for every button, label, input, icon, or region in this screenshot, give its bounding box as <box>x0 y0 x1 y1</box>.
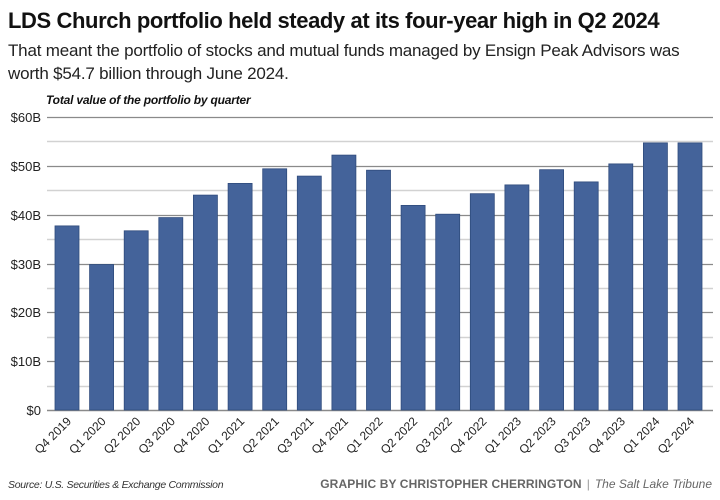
x-tick-label: Q1 2023 <box>482 414 525 457</box>
publication-name: The Salt Lake Tribune <box>594 477 712 491</box>
source-note: Source: U.S. Securities & Exchange Commi… <box>8 479 224 491</box>
y-tick-label: $20B <box>11 305 41 320</box>
chart-subtitle: That meant the portfolio of stocks and m… <box>8 41 680 83</box>
bar <box>331 154 357 411</box>
x-tick-label: Q1 2021 <box>205 414 248 457</box>
bar <box>54 225 80 411</box>
x-tick-label: Q1 2024 <box>620 414 663 457</box>
x-tick-label: Q2 2022 <box>378 414 421 457</box>
bar <box>123 230 149 411</box>
graphic-credit: GRAPHIC BY CHRISTOPHER CHERRINGTON <box>320 477 582 491</box>
bar <box>227 182 253 411</box>
x-tick-label: Q4 2023 <box>585 414 628 457</box>
bar <box>400 204 426 411</box>
bar <box>539 169 564 411</box>
y-tick-label: $60B <box>11 110 41 125</box>
x-tick-label: Q3 2022 <box>412 414 455 457</box>
x-tick-label: Q3 2023 <box>551 414 594 457</box>
credit-line: GRAPHIC BY CHRISTOPHER CHERRINGTON | The S… <box>320 477 712 491</box>
x-tick-label: Q2 2024 <box>655 414 698 457</box>
bar <box>643 142 668 411</box>
credit-separator: | <box>586 477 590 491</box>
bar <box>158 217 184 411</box>
bar <box>573 181 599 411</box>
x-tick-label: Q2 2021 <box>239 414 282 457</box>
chart-title: LDS Church portfolio held steady at its … <box>8 8 660 33</box>
y-tick-label: $30B <box>11 257 41 272</box>
x-tick-label: Q1 2022 <box>343 414 386 457</box>
bar <box>296 175 322 411</box>
bar <box>192 194 218 411</box>
bar <box>435 213 461 411</box>
bar <box>89 264 114 411</box>
x-tick-label: Q3 2021 <box>274 414 317 457</box>
bar <box>366 169 391 411</box>
bar <box>608 163 634 411</box>
x-tick-label: Q2 2023 <box>516 414 559 457</box>
bar <box>262 168 288 411</box>
bars <box>54 142 703 411</box>
y-tick-label: $50B <box>11 159 41 174</box>
bar <box>504 184 530 411</box>
y-tick-label: $0 <box>27 403 41 418</box>
x-tick-label: Q2 2020 <box>101 414 144 457</box>
x-tick-label: Q3 2020 <box>135 414 178 457</box>
y-axis-ticks: $0 $10B $20B $30B $40B $50B $60B <box>11 110 41 418</box>
bar <box>469 193 495 411</box>
x-tick-label: Q4 2022 <box>447 414 490 457</box>
y-tick-label: $10B <box>11 354 41 369</box>
x-tick-label: Q4 2019 <box>32 414 75 457</box>
x-tick-label: Q4 2020 <box>170 414 213 457</box>
bar <box>677 142 703 411</box>
x-tick-label: Q1 2020 <box>66 414 109 457</box>
y-tick-label: $40B <box>11 208 41 223</box>
x-tick-label: Q4 2021 <box>309 414 352 457</box>
chart-label: Total value of the portfolio by quarter <box>46 93 251 107</box>
